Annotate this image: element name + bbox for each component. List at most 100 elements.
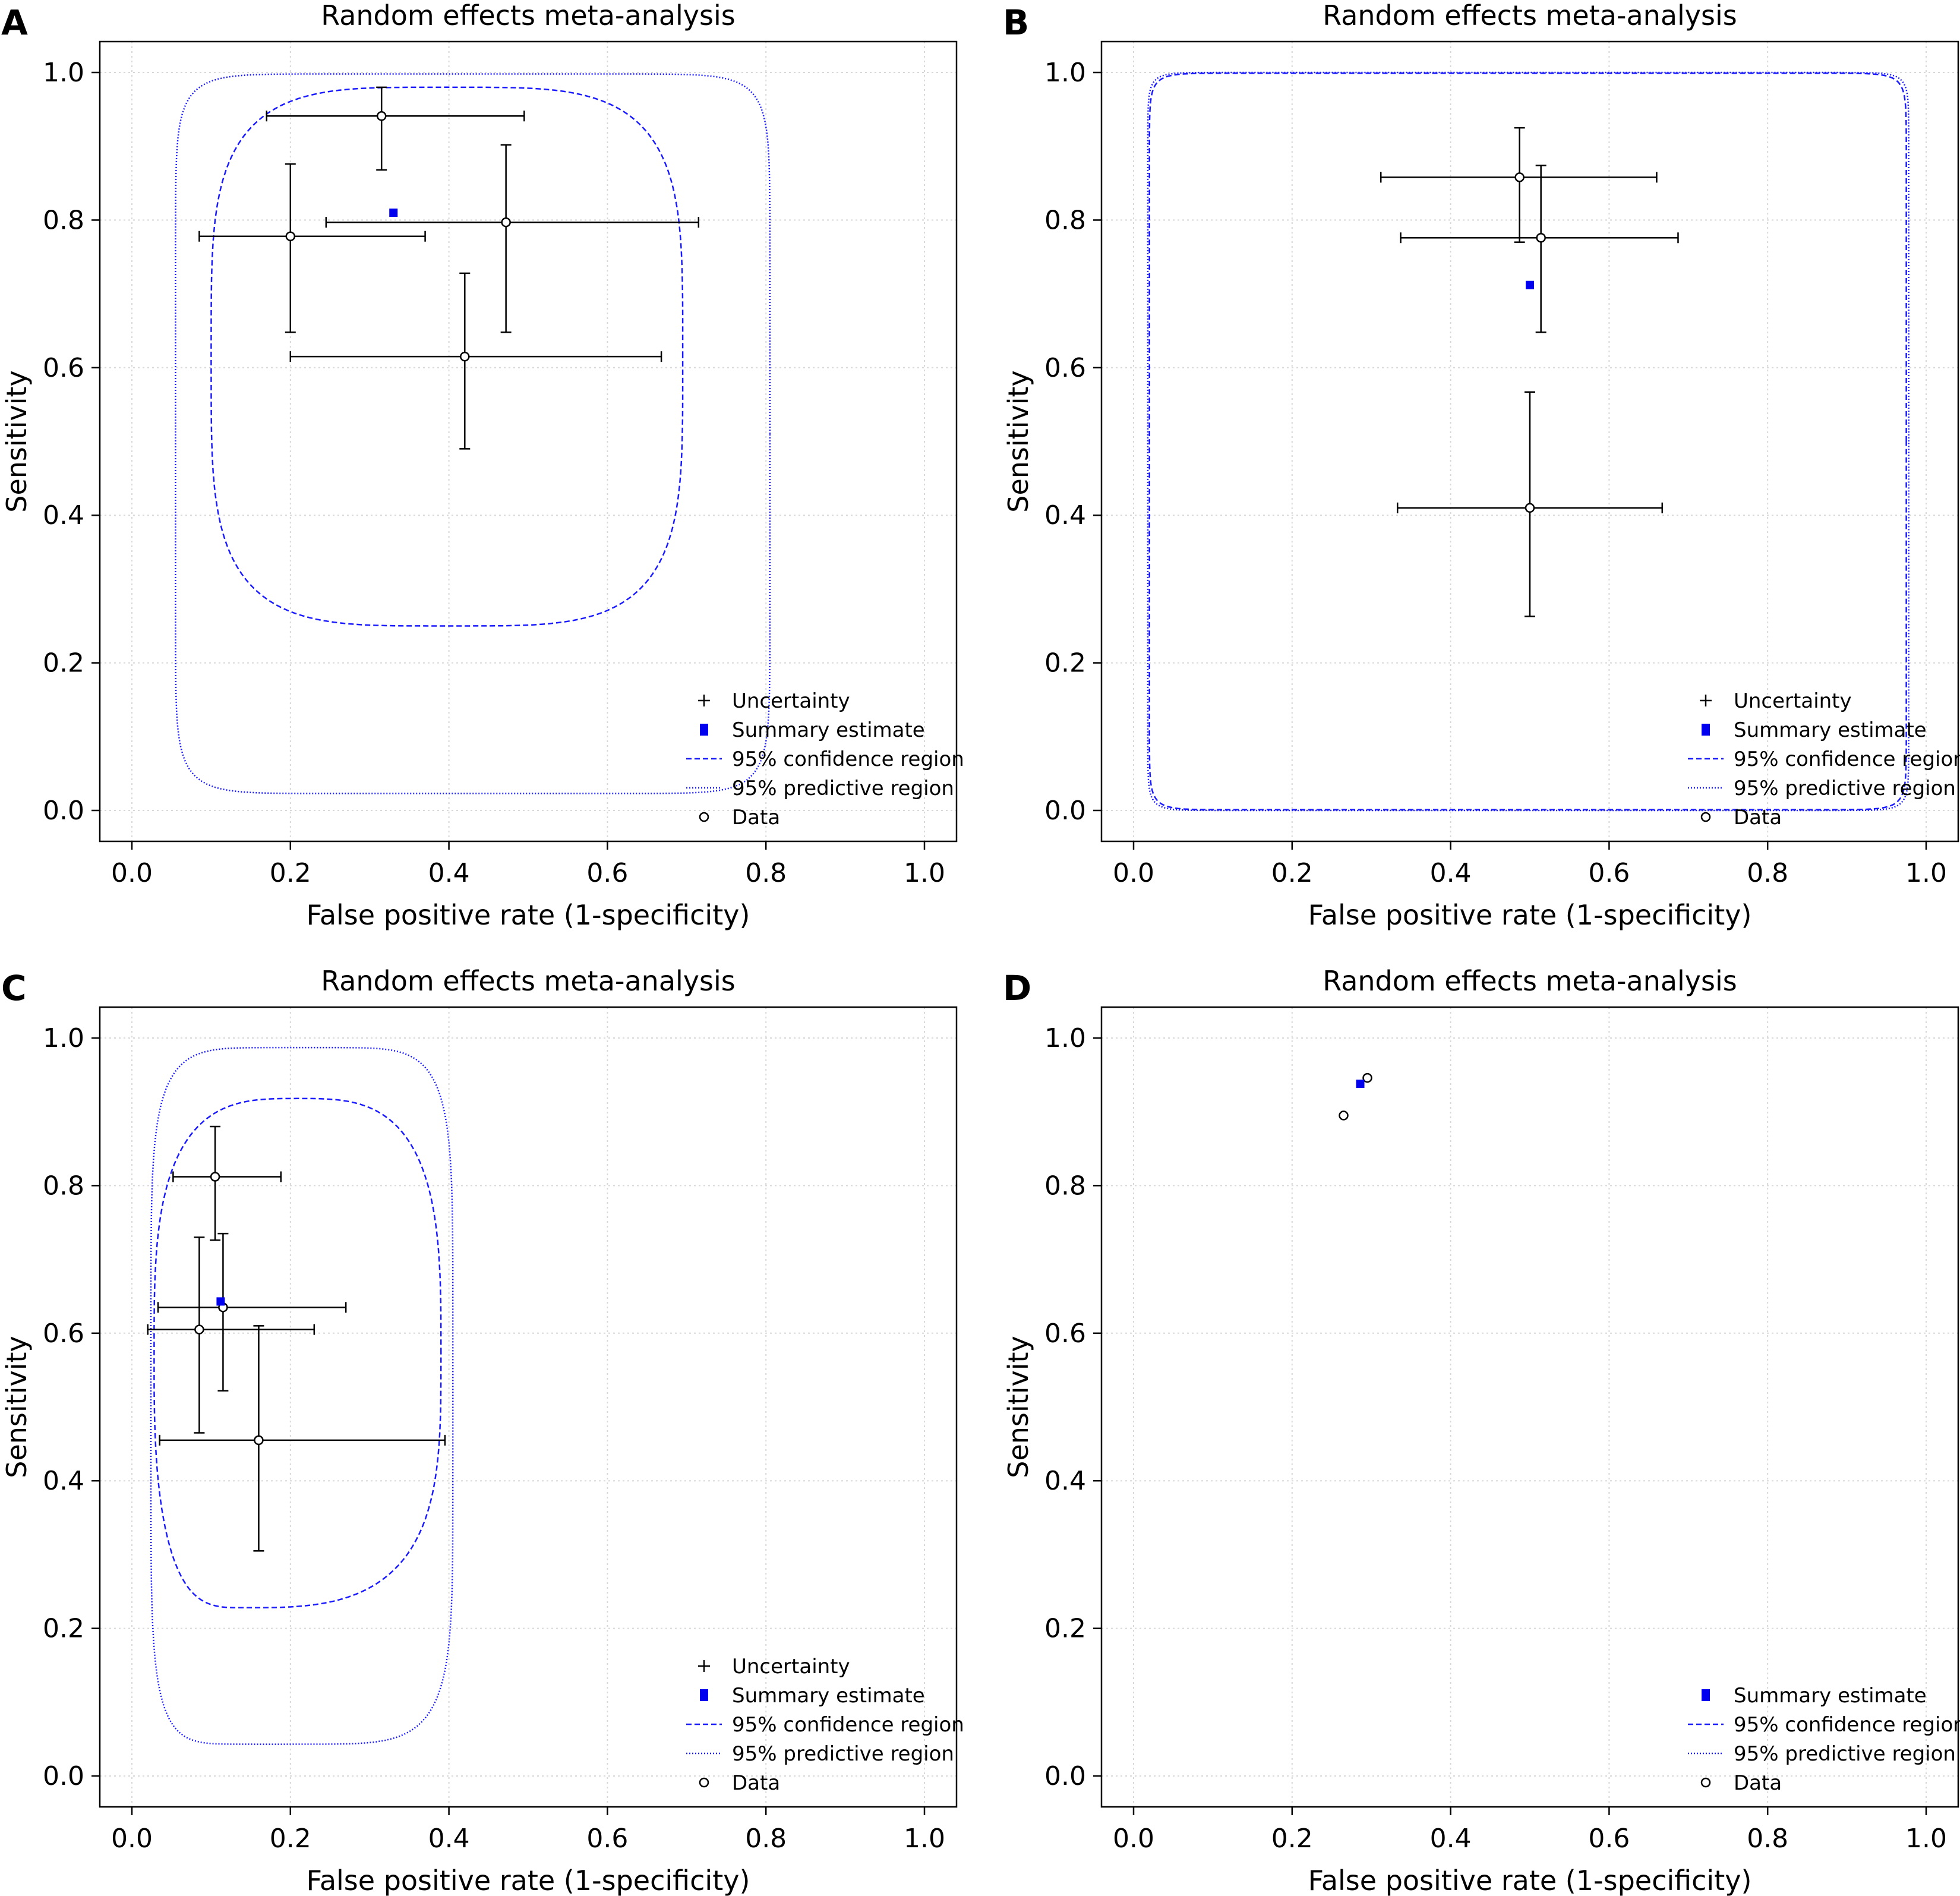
y-axis-label: Sensitivity [1, 370, 33, 512]
y-axis-label: Sensitivity [1002, 370, 1034, 512]
summary-estimate-point [216, 1297, 225, 1306]
y-tick-label: 0.6 [43, 353, 84, 383]
legend-label: Summary estimate [1734, 1684, 1927, 1708]
x-tick-label: 0.0 [111, 858, 153, 888]
legend-label: Summary estimate [1734, 718, 1927, 742]
panel-letter: A [1, 2, 28, 43]
y-tick-label: 1.0 [1044, 1023, 1086, 1053]
uncertainty-bar [266, 86, 525, 171]
legend: Uncertainty Summary estimate 95% confidenc… [686, 689, 964, 829]
legend-label: 95% predictive region [732, 1742, 954, 1766]
data-point [1525, 503, 1535, 513]
legend-label: Uncertainty [1734, 689, 1852, 713]
chart-title: Random effects meta-analysis [1323, 0, 1737, 31]
y-tick-label: 0.6 [1044, 353, 1086, 383]
y-axis-label: Sensitivity [1002, 1336, 1034, 1478]
uncertainty-bar [198, 163, 426, 333]
y-tick-label: 0.4 [1044, 500, 1086, 531]
x-tick-label: 0.0 [111, 1824, 153, 1854]
y-tick-label: 0.6 [43, 1318, 84, 1349]
legend-label: Uncertainty [732, 689, 850, 713]
y-tick-label: 0.8 [43, 1171, 84, 1201]
legend-label: Summary estimate [732, 718, 925, 742]
chart-title: Random effects meta-analysis [321, 0, 735, 31]
x-tick-label: 0.4 [1430, 1824, 1472, 1854]
legend: Uncertainty Summary estimate 95% confidenc… [1688, 689, 1960, 829]
x-tick-label: 1.0 [904, 1824, 945, 1854]
y-tick-label: 0.0 [43, 1761, 84, 1791]
y-tick-label: 0.0 [1044, 796, 1086, 826]
confidence-region [1148, 72, 1907, 811]
y-tick-label: 0.4 [1044, 1466, 1086, 1496]
legend-label: 95% predictive region [1734, 1742, 1956, 1766]
legend-data-icon [1700, 812, 1711, 822]
x-tick-label: 0.8 [1747, 858, 1788, 888]
x-tick-label: 0.4 [428, 858, 470, 888]
confidence-region [153, 1097, 442, 1609]
data-point [194, 1324, 204, 1335]
x-tick-label: 1.0 [904, 858, 945, 888]
x-tick-label: 0.8 [1747, 1824, 1788, 1854]
grid [100, 42, 957, 841]
panel-letter: C [1, 968, 27, 1008]
x-axis-label: False positive rate (1-specificity) [1308, 1865, 1752, 1896]
legend-label: Uncertainty [732, 1655, 850, 1679]
panel-letter: D [1003, 968, 1031, 1008]
x-tick-label: 0.2 [270, 1824, 311, 1854]
y-tick-label: 0.4 [43, 1466, 84, 1496]
uncertainty-bar [172, 1125, 282, 1241]
data-point [210, 1172, 220, 1182]
data-point [1339, 1111, 1349, 1121]
plot-frame [99, 40, 958, 843]
x-axis-label: False positive rate (1-specificity) [307, 899, 750, 931]
plot-frame [1100, 40, 1959, 843]
legend-label: Data [1734, 806, 1782, 829]
summary-estimate-point [1526, 280, 1534, 289]
y-tick-label: 0.8 [1044, 205, 1086, 235]
legend-label: 95% predictive region [732, 777, 954, 800]
x-tick-label: 0.8 [745, 1824, 787, 1854]
y-tick-label: 0.0 [43, 796, 84, 826]
panel-letter: B [1003, 2, 1029, 43]
legend-data-icon [699, 812, 709, 822]
x-tick-label: 0.4 [428, 1824, 470, 1854]
legend-summary-icon [700, 1689, 708, 1701]
chart-title: Random effects meta-analysis [321, 965, 735, 997]
x-tick-label: 0.6 [586, 858, 628, 888]
y-tick-label: 0.6 [1044, 1318, 1086, 1349]
x-tick-label: 0.6 [1588, 858, 1630, 888]
uncertainty-bar [147, 1236, 315, 1434]
legend-label: 95% confidence region [732, 1713, 964, 1737]
legend: Uncertainty Summary estimate 95% confidenc… [686, 1655, 964, 1795]
summary-estimate-point [389, 208, 398, 217]
x-tick-label: 0.6 [586, 1824, 628, 1854]
data-point [501, 217, 511, 228]
x-tick-label: 0.2 [270, 858, 311, 888]
predictive-region [175, 73, 771, 794]
x-tick-label: 0.8 [745, 858, 787, 888]
y-tick-label: 0.2 [43, 648, 84, 679]
data-point [254, 1435, 264, 1446]
summary-estimate-point [1356, 1080, 1365, 1089]
chart-panel-a: A Random effects meta-analysis 0.0 0.2 0.4 0.… [1, 0, 964, 931]
y-tick-label: 0.2 [1044, 648, 1086, 679]
data-point [460, 351, 470, 362]
x-tick-label: 0.2 [1271, 1824, 1313, 1854]
uncertainty-bar [325, 144, 700, 333]
legend-label: 95% confidence region [1734, 1713, 1960, 1737]
legend-label: Summary estimate [732, 1684, 925, 1708]
x-tick-label: 0.6 [1588, 1824, 1630, 1854]
chart-panel-d: D Random effects meta-analysis 0.0 0.2 0.4 0.… [1002, 965, 1960, 1896]
x-axis-label: False positive rate (1-specificity) [307, 1865, 750, 1896]
legend-data-icon [1700, 1777, 1711, 1788]
y-tick-label: 0.4 [43, 500, 84, 531]
data-point [1536, 232, 1546, 243]
y-tick-label: 0.8 [1044, 1171, 1086, 1201]
confidence-region [210, 86, 684, 627]
x-tick-label: 1.0 [1905, 858, 1947, 888]
y-tick-label: 0.2 [1044, 1614, 1086, 1644]
legend-label: 95% predictive region [1734, 777, 1956, 800]
plot-frame [1100, 1006, 1959, 1808]
x-axis-label: False positive rate (1-specificity) [1308, 899, 1752, 931]
y-tick-label: 0.0 [1044, 1761, 1086, 1791]
